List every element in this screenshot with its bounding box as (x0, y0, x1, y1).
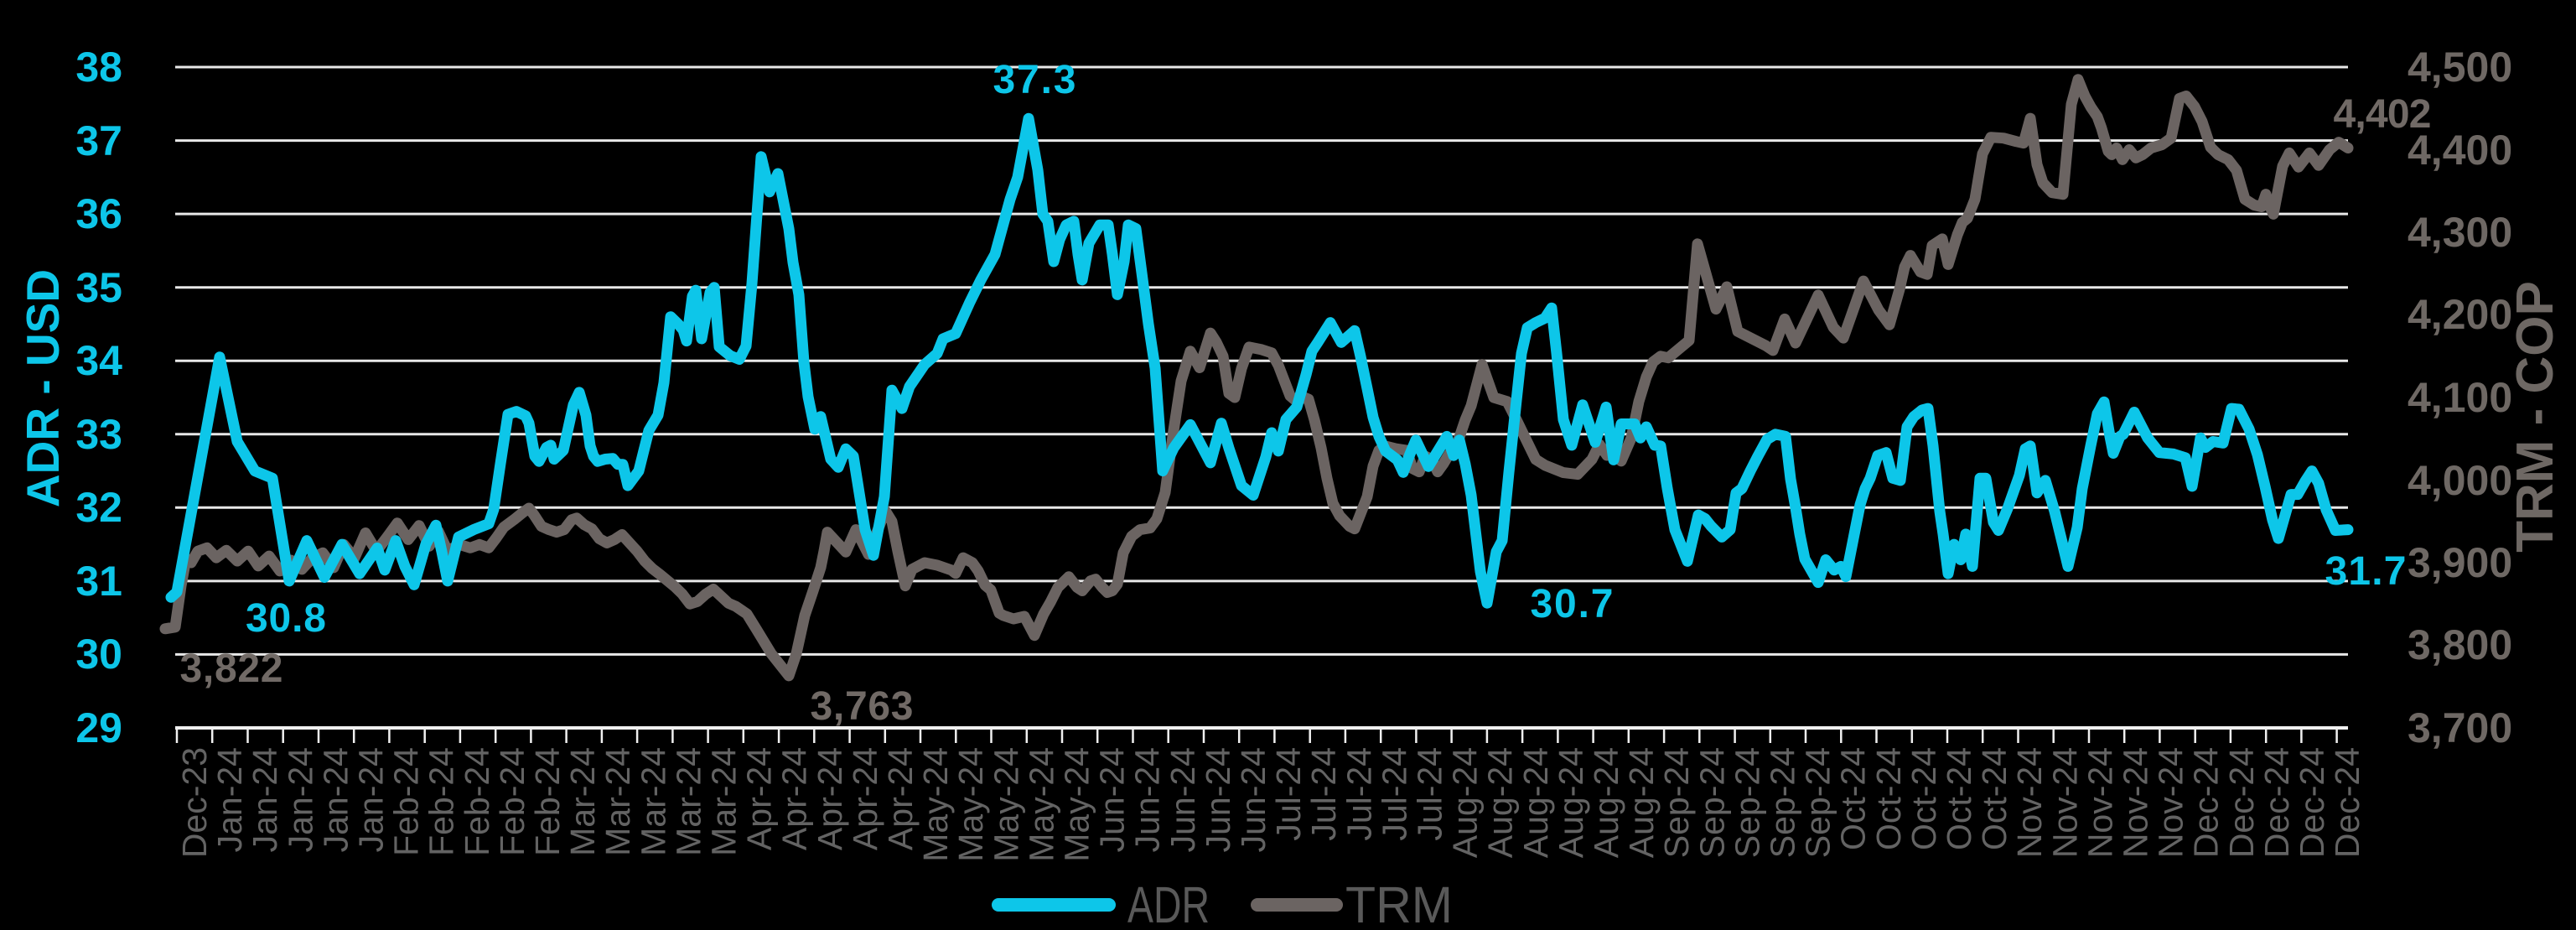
svg-text:Jul-24: Jul-24 (1269, 747, 1308, 841)
svg-text:Apr-24: Apr-24 (846, 747, 884, 850)
svg-text:Jan-24: Jan-24 (281, 747, 319, 852)
svg-text:Jun-24: Jun-24 (1093, 747, 1132, 852)
svg-text:Mar-24: Mar-24 (669, 747, 707, 856)
svg-text:Jun-24: Jun-24 (1128, 747, 1167, 852)
svg-text:3,763: 3,763 (811, 684, 914, 729)
svg-text:Nov-24: Nov-24 (2117, 747, 2155, 858)
svg-text:Apr-24: Apr-24 (740, 747, 779, 850)
svg-text:Jun-24: Jun-24 (1234, 747, 1272, 852)
svg-text:Oct-24: Oct-24 (1905, 747, 1943, 850)
svg-text:Aug-24: Aug-24 (1552, 747, 1590, 858)
svg-text:Feb-24: Feb-24 (528, 747, 567, 856)
svg-text:4,500: 4,500 (2408, 44, 2512, 91)
svg-text:Jul-24: Jul-24 (1304, 747, 1343, 841)
svg-text:Aug-24: Aug-24 (1587, 747, 1625, 858)
svg-text:34: 34 (75, 337, 122, 384)
svg-text:38: 38 (75, 44, 122, 91)
svg-text:Dec-24: Dec-24 (2187, 747, 2226, 858)
svg-text:Feb-24: Feb-24 (493, 747, 531, 856)
svg-text:May-24: May-24 (951, 747, 990, 862)
svg-text:Nov-24: Nov-24 (2081, 747, 2119, 858)
svg-text:Oct-24: Oct-24 (1834, 747, 1873, 850)
svg-text:35: 35 (75, 264, 122, 311)
svg-text:TRM: TRM (1345, 876, 1453, 930)
svg-text:ADR: ADR (1127, 876, 1210, 930)
svg-text:Sep-24: Sep-24 (1657, 747, 1696, 858)
svg-text:Sep-24: Sep-24 (1764, 747, 1802, 858)
svg-text:4,200: 4,200 (2408, 291, 2512, 338)
svg-text:36: 36 (75, 190, 122, 237)
svg-text:4,300: 4,300 (2408, 209, 2512, 256)
svg-text:Apr-24: Apr-24 (881, 747, 920, 850)
svg-text:30: 30 (75, 631, 122, 678)
svg-text:Sep-24: Sep-24 (1692, 747, 1731, 858)
svg-text:Feb-24: Feb-24 (458, 747, 496, 856)
svg-text:Aug-24: Aug-24 (1446, 747, 1485, 858)
svg-text:37.3: 37.3 (993, 58, 1076, 102)
svg-text:Dec-24: Dec-24 (2222, 747, 2261, 858)
svg-text:Apr-24: Apr-24 (811, 747, 849, 850)
svg-text:4,100: 4,100 (2408, 374, 2512, 421)
svg-text:Apr-24: Apr-24 (775, 747, 814, 850)
svg-text:4,402: 4,402 (2334, 92, 2432, 137)
svg-text:Oct-24: Oct-24 (1975, 747, 2014, 850)
svg-text:3,900: 3,900 (2408, 539, 2512, 586)
svg-text:Dec-23: Dec-23 (175, 747, 214, 858)
svg-text:Feb-24: Feb-24 (387, 747, 426, 856)
svg-text:Aug-24: Aug-24 (1481, 747, 1520, 858)
svg-text:3,822: 3,822 (180, 647, 283, 691)
svg-text:31: 31 (75, 558, 122, 605)
svg-text:Dec-24: Dec-24 (2257, 747, 2296, 858)
svg-text:Nov-24: Nov-24 (2152, 747, 2190, 858)
svg-text:3,800: 3,800 (2408, 621, 2512, 668)
svg-text:Aug-24: Aug-24 (1622, 747, 1661, 858)
svg-text:Jun-24: Jun-24 (1199, 747, 1237, 852)
svg-text:Jan-24: Jan-24 (246, 747, 284, 852)
svg-text:Dec-24: Dec-24 (2328, 747, 2366, 858)
svg-text:29: 29 (75, 704, 122, 751)
svg-text:Oct-24: Oct-24 (1940, 747, 1978, 850)
svg-text:Sep-24: Sep-24 (1799, 747, 1837, 858)
svg-text:Nov-24: Nov-24 (2045, 747, 2084, 858)
svg-text:Jan-24: Jan-24 (316, 747, 355, 852)
svg-text:TRM - COP: TRM - COP (2506, 281, 2564, 553)
svg-text:May-24: May-24 (1058, 747, 1096, 862)
svg-text:4,000: 4,000 (2408, 457, 2512, 504)
svg-text:May-24: May-24 (1022, 747, 1060, 862)
svg-text:Sep-24: Sep-24 (1728, 747, 1766, 858)
svg-text:Feb-24: Feb-24 (422, 747, 461, 856)
svg-text:Mar-24: Mar-24 (563, 747, 602, 856)
svg-text:Mar-24: Mar-24 (705, 747, 744, 856)
svg-text:Jan-24: Jan-24 (210, 747, 249, 852)
svg-text:4,400: 4,400 (2408, 127, 2512, 174)
svg-text:30.7: 30.7 (1531, 582, 1614, 626)
svg-text:Mar-24: Mar-24 (634, 747, 672, 856)
svg-text:Jul-24: Jul-24 (1375, 747, 1413, 841)
svg-text:Nov-24: Nov-24 (2010, 747, 2049, 858)
svg-text:31.7: 31.7 (2325, 549, 2407, 594)
svg-text:Jul-24: Jul-24 (1340, 747, 1378, 841)
svg-text:30.8: 30.8 (246, 596, 326, 641)
svg-text:Jun-24: Jun-24 (1164, 747, 1202, 852)
svg-text:May-24: May-24 (987, 747, 1025, 862)
svg-text:Oct-24: Oct-24 (1869, 747, 1908, 850)
svg-text:Dec-24: Dec-24 (2293, 747, 2331, 858)
svg-text:32: 32 (75, 484, 122, 531)
svg-text:May-24: May-24 (916, 747, 955, 862)
svg-text:Aug-24: Aug-24 (1516, 747, 1555, 858)
svg-text:37: 37 (75, 117, 122, 164)
svg-text:Jul-24: Jul-24 (1411, 747, 1449, 841)
svg-text:ADR - USD: ADR - USD (17, 269, 69, 507)
svg-text:Mar-24: Mar-24 (599, 747, 637, 856)
svg-text:Jan-24: Jan-24 (352, 747, 391, 852)
svg-text:33: 33 (75, 411, 122, 458)
svg-text:3,700: 3,700 (2408, 704, 2512, 751)
